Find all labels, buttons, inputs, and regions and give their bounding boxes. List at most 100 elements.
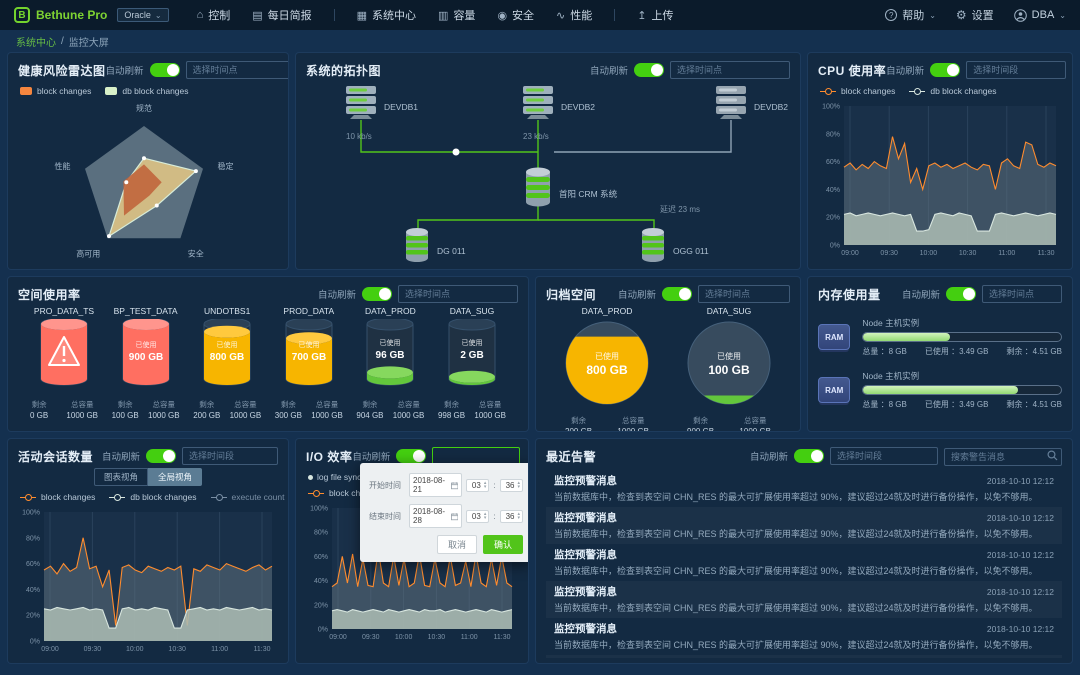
menu-item-capacity[interactable]: ▥ 容量: [438, 9, 476, 23]
auto-refresh-toggle[interactable]: [146, 449, 176, 463]
menu-item-daily-report[interactable]: ▤ 每日简报: [252, 9, 312, 23]
auto-refresh-toggle[interactable]: [634, 63, 664, 77]
tank-stats: 剩余 100 GB 总容量 1000 GB: [106, 399, 186, 422]
auto-refresh-toggle[interactable]: [794, 449, 824, 463]
legend-item[interactable]: block changes: [20, 86, 91, 96]
time-point-input[interactable]: [670, 61, 790, 79]
legend-item[interactable]: db block changes: [909, 86, 997, 96]
legend-label: block changes: [41, 492, 96, 502]
tablespace-tank: PRO_DATA_TS 剩余 0 GB 总容量 1000 GB: [24, 306, 104, 422]
time-range-input[interactable]: [182, 447, 278, 465]
topology-node-dg[interactable]: DG 011: [403, 226, 466, 264]
start-minute-stepper[interactable]: 36 ▴ ▾: [499, 478, 523, 492]
start-date-input[interactable]: 2018-08-21: [409, 473, 462, 497]
database-selector-value: Oracle: [124, 10, 151, 20]
legend-item[interactable]: db block changes: [105, 86, 189, 96]
memory-used: 已使用 ：3.49 GB: [924, 347, 989, 356]
time-point-input[interactable]: [698, 285, 790, 303]
legend-item[interactable]: block changes: [20, 492, 95, 502]
disk-graphic: 已使用 800 GB: [565, 321, 649, 405]
stepper-arrows-icon[interactable]: ▴ ▾: [483, 511, 487, 521]
svg-text:11:00: 11:00: [461, 634, 478, 641]
tablespace-name: UNDOTBS1: [204, 306, 251, 316]
time-point-input[interactable]: [982, 285, 1062, 303]
topology-node-devdb2-standby[interactable]: DEVDB2: [714, 84, 788, 120]
remain-stat: 剩余 0 GB: [30, 400, 49, 421]
topology-node-devdb1[interactable]: DEVDB1: [344, 84, 418, 120]
end-hour-stepper[interactable]: 03 ▴ ▾: [465, 509, 490, 523]
database-selector[interactable]: Oracle: [117, 8, 169, 22]
time-range-input[interactable]: [830, 447, 938, 465]
svg-text:40%: 40%: [826, 187, 840, 194]
active-sessions-chart: 0% 20% 40% 60% 80% 100% 09:00 09:30 10:00 10:30 11…: [22, 510, 273, 653]
stepper-arrows-icon[interactable]: ▴ ▾: [517, 511, 520, 521]
memory-bar: [862, 385, 1062, 395]
start-hour-stepper[interactable]: 03 ▴ ▾: [465, 478, 490, 492]
tab-global-view[interactable]: 全局视角: [148, 468, 203, 486]
end-minute-stepper[interactable]: 36 ▴ ▾: [499, 509, 523, 523]
legend-item[interactable]: execute count: [210, 492, 284, 502]
auto-refresh-toggle[interactable]: [396, 449, 427, 463]
time-range-input[interactable]: [966, 61, 1067, 79]
tank-stats: 剩余 998 GB 总容量 1000 GB: [432, 399, 512, 422]
panel-title: 活动会话数量: [18, 449, 94, 464]
legend-item[interactable]: db block changes: [109, 492, 197, 502]
user-menu[interactable]: DBA: [1013, 8, 1066, 22]
performance-icon: ∿: [556, 9, 566, 22]
cancel-button[interactable]: 取消: [436, 535, 477, 554]
daily-report-icon: ▤: [252, 9, 263, 22]
menu-item-security[interactable]: ◉ 安全: [497, 9, 535, 23]
confirm-button[interactable]: 确认: [482, 535, 523, 554]
used-label: 已使用: [461, 338, 482, 347]
topology-node-crm[interactable]: 首阳 CRM 系统: [523, 166, 617, 208]
tab-chart-view[interactable]: 图表视角: [93, 468, 148, 486]
svg-text:11:30: 11:30: [254, 646, 271, 653]
end-date-input[interactable]: 2018-08-28: [409, 504, 462, 528]
settings-menu[interactable]: ⚙ 设置: [955, 8, 994, 22]
menu-item-control[interactable]: ⌂ 控制: [196, 9, 231, 22]
svg-text:60%: 60%: [26, 561, 40, 568]
stepper-arrows-icon[interactable]: ▴ ▾: [483, 480, 487, 490]
svg-text:100%: 100%: [310, 506, 328, 513]
topology-node-ogg[interactable]: OGG 011: [639, 226, 709, 264]
stepper-arrows-icon[interactable]: ▴ ▾: [517, 480, 520, 490]
auto-refresh-toggle[interactable]: [149, 63, 180, 77]
menu-item-performance[interactable]: ∿ 性能: [556, 9, 593, 23]
chevron-down-icon: [1059, 9, 1066, 21]
legend-item[interactable]: block changes: [308, 488, 383, 498]
tank-graphic: 已使用 900 GB: [122, 317, 170, 386]
auto-refresh-toggle[interactable]: [946, 287, 976, 301]
time-point-input[interactable]: [185, 61, 288, 79]
auto-refresh-toggle[interactable]: [362, 287, 392, 301]
menu-item-system-center[interactable]: ▦ 系统中心: [356, 9, 417, 23]
legend-item[interactable]: log file sync: [308, 472, 361, 482]
alert-title: 监控预警消息: [554, 475, 617, 487]
used-value: 2 GB: [460, 350, 483, 361]
breadcrumb-section[interactable]: 系统中心: [16, 38, 56, 49]
used-value: 100 GB: [708, 363, 750, 377]
legend-marker-icon: [20, 87, 32, 95]
alert-search-input[interactable]: [944, 447, 1062, 466]
menu-item-upload[interactable]: ↥ 上传: [637, 9, 674, 23]
legend-item[interactable]: block changes: [820, 86, 895, 96]
auto-refresh-toggle[interactable]: [662, 287, 692, 301]
auto-refresh-toggle[interactable]: [930, 63, 961, 77]
search-icon[interactable]: [1047, 449, 1058, 461]
time-point-input[interactable]: [398, 285, 518, 303]
radar-axis-label: 高可用: [76, 248, 100, 258]
help-menu[interactable]: ? 帮助: [885, 7, 936, 23]
topology-node-devdb2[interactable]: DEVDB2: [521, 84, 595, 120]
memory-free: 剩余 ：4.51 GB: [1006, 347, 1062, 356]
